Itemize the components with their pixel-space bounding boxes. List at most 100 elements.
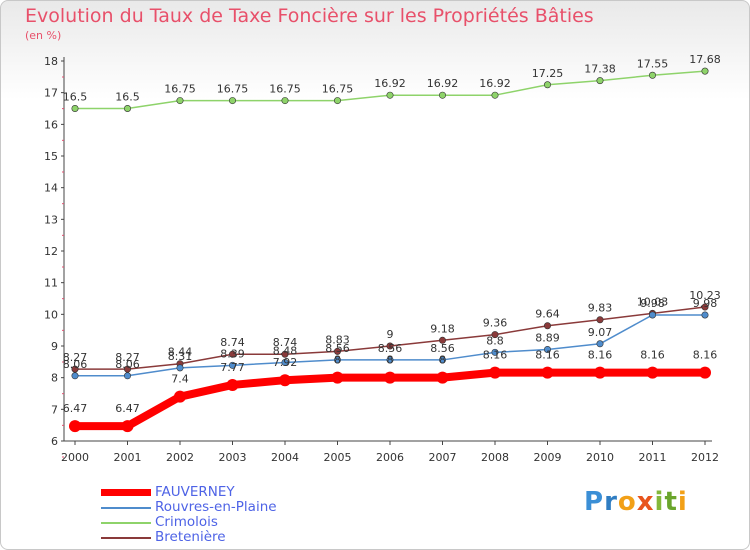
data-label: 8.44 — [168, 346, 193, 359]
x-tick-label: 2002 — [166, 451, 194, 464]
data-point — [229, 350, 237, 358]
y-axis-unit-label: (en %) — [25, 29, 62, 42]
y-tick-label: 17 — [44, 87, 58, 100]
data-point — [543, 81, 551, 89]
data-label: 16.92 — [479, 77, 511, 90]
x-tick-label: 2009 — [534, 451, 562, 464]
data-label: 8 — [439, 354, 446, 367]
data-point — [331, 371, 344, 384]
data-point — [124, 372, 132, 380]
data-point — [648, 311, 656, 319]
data-point — [281, 97, 289, 105]
data-label: 8.8 — [486, 334, 504, 347]
legend-swatch — [101, 507, 151, 509]
data-label: 8.74 — [220, 336, 245, 349]
data-label: 8.16 — [693, 349, 718, 362]
data-point — [281, 350, 289, 358]
data-label: 8 — [334, 354, 341, 367]
y-tick-label: 13 — [44, 213, 58, 226]
data-point — [226, 378, 239, 391]
legend-item: Rouvres-en-Plaine — [101, 500, 361, 515]
legend-label: FAUVERNEY — [155, 484, 235, 500]
y-tick-label: 10 — [44, 308, 58, 321]
data-point — [596, 340, 604, 348]
data-label: 9.07 — [588, 326, 613, 339]
data-label: 16.92 — [427, 77, 459, 90]
data-point — [229, 97, 237, 105]
data-point — [124, 105, 132, 113]
data-point — [71, 105, 79, 113]
y-tick-label: 18 — [44, 55, 58, 68]
data-label: 17.38 — [584, 63, 616, 76]
data-label: 8 — [387, 354, 394, 367]
data-point — [596, 77, 604, 85]
data-point — [438, 336, 446, 344]
data-label: 8.83 — [325, 333, 350, 346]
data-point — [701, 311, 709, 319]
legend-item: FAUVERNEY — [101, 485, 361, 500]
data-label: 9.36 — [483, 317, 508, 330]
data-point — [176, 97, 184, 105]
data-point — [543, 322, 551, 330]
data-label: 10.23 — [689, 289, 721, 302]
x-tick-label: 2003 — [219, 451, 247, 464]
x-tick-label: 2000 — [61, 451, 89, 464]
data-label: 8.16 — [483, 349, 508, 362]
data-label: 7.4 — [171, 373, 189, 386]
data-point — [436, 371, 449, 384]
x-tick-label: 2006 — [376, 451, 404, 464]
data-label: 8.89 — [535, 331, 560, 344]
data-point — [333, 347, 341, 355]
data-label: 7.77 — [220, 361, 245, 374]
data-point — [333, 356, 341, 364]
data-point — [491, 348, 499, 356]
data-label: 9 — [387, 328, 394, 341]
data-label: 8.31 — [168, 350, 193, 363]
data-label: 8.16 — [588, 349, 613, 362]
x-tick-label: 2005 — [324, 451, 352, 464]
x-tick-label: 2004 — [271, 451, 299, 464]
data-point — [594, 366, 606, 379]
data-label: 8.16 — [640, 349, 665, 362]
data-label: 9.83 — [588, 302, 613, 315]
logo-letter: i — [654, 487, 665, 517]
logo-letter: i — [677, 487, 688, 517]
data-point — [281, 358, 289, 366]
data-label: 16.92 — [374, 77, 406, 90]
data-label: 8.16 — [535, 349, 560, 362]
x-tick-label: 2008 — [481, 451, 509, 464]
data-point — [384, 371, 396, 384]
proxiti-logo: Proxiti — [584, 487, 688, 517]
data-label: 17.55 — [637, 57, 669, 70]
data-label: 9.98 — [640, 297, 665, 310]
y-tick-label: 14 — [44, 182, 58, 195]
legend-item: Crimolois — [101, 515, 361, 530]
data-point — [491, 91, 499, 99]
legend-swatch — [101, 489, 151, 496]
data-label: 16.75 — [269, 83, 301, 96]
data-label: 16.75 — [322, 83, 354, 96]
legend-item: Bretenière — [101, 530, 361, 545]
data-point — [438, 91, 446, 99]
data-label: 8.27 — [115, 351, 140, 364]
x-tick-label: 2012 — [691, 451, 719, 464]
legend-label: Crimolois — [155, 514, 218, 530]
y-tick-label: 15 — [44, 150, 58, 163]
x-tick-label: 2007 — [429, 451, 457, 464]
data-point — [438, 356, 446, 364]
data-point — [121, 420, 134, 433]
data-point — [386, 91, 394, 99]
data-label: 16.75 — [217, 83, 249, 96]
data-point — [491, 331, 499, 339]
y-tick-label: 8 — [51, 372, 58, 385]
data-point — [386, 356, 394, 364]
data-point — [71, 372, 79, 380]
data-label: 9.18 — [430, 322, 455, 335]
data-point — [176, 364, 184, 372]
data-point — [541, 366, 554, 379]
data-point — [333, 97, 341, 105]
data-point — [701, 303, 709, 311]
y-tick-label: 6 — [51, 435, 58, 448]
